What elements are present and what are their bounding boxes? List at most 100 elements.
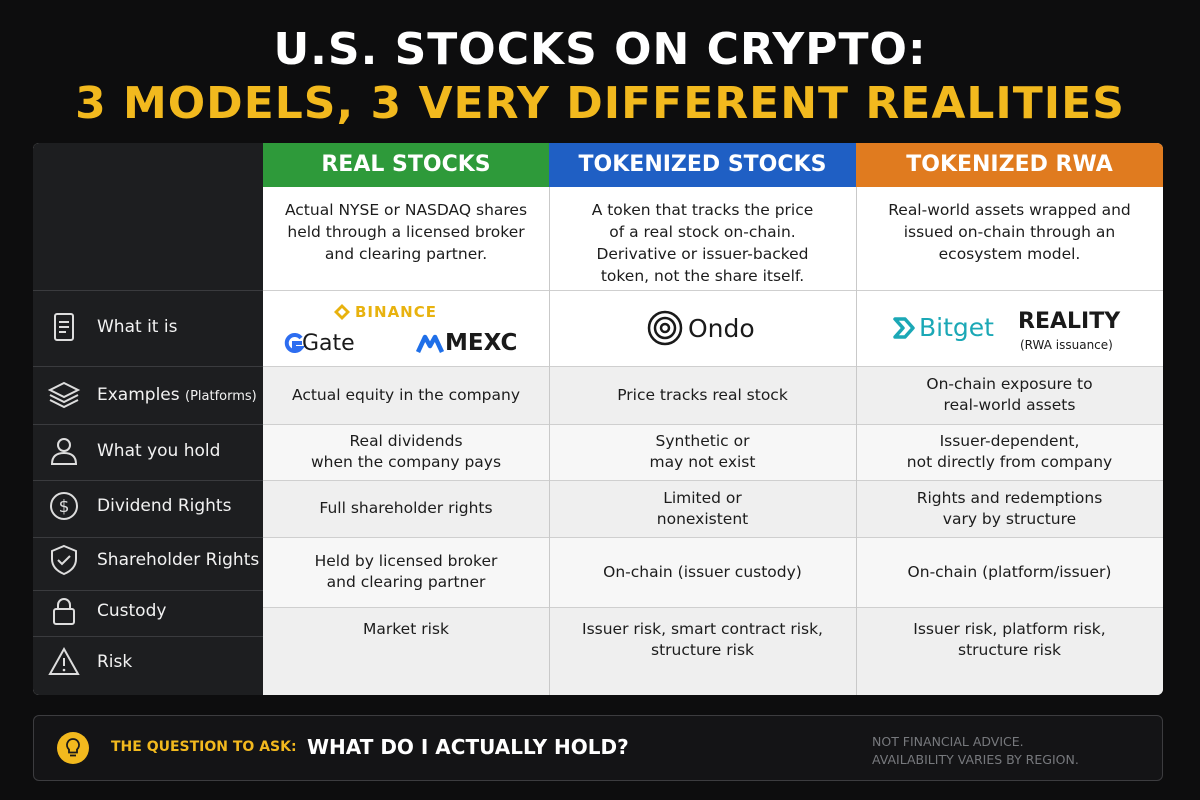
sidebar-divider xyxy=(33,366,263,367)
row-icon xyxy=(51,544,77,576)
cell-line: Price tracks real stock xyxy=(617,385,788,404)
logo-mark xyxy=(416,334,444,353)
description-line: held through a licensed broker xyxy=(287,223,525,241)
cell-line: On-chain exposure to xyxy=(926,375,1093,393)
disclaimer: NOT FINANCIAL ADVICE. AVAILABILITY VARIE… xyxy=(872,733,1079,769)
row-label-text: Risk xyxy=(97,652,133,672)
row-label-text: Shareholder Rights xyxy=(97,550,260,570)
row-icon xyxy=(47,381,81,409)
row-icon xyxy=(54,313,74,341)
logo-mark xyxy=(893,317,915,339)
description-line: token, not the share itself. xyxy=(600,267,805,285)
cell-line: Rights and redemptions xyxy=(916,488,1103,507)
table-cell: On-chain (platform/issuer) xyxy=(856,537,1163,607)
description-line: issued on-chain through an xyxy=(903,223,1116,241)
row-label-text: What you hold xyxy=(97,441,221,461)
sidebar-divider xyxy=(33,290,263,291)
svg-text:$: $ xyxy=(59,497,70,517)
platform-logo: Bitget xyxy=(919,313,994,342)
disclaimer-line: AVAILABILITY VARIES BY REGION. xyxy=(872,752,1079,767)
cell-line: Actual equity in the company xyxy=(291,385,521,404)
row-divider xyxy=(263,290,1163,291)
table-cell: Rights and redemptions vary by structure xyxy=(856,480,1163,537)
description-line: Real-world assets wrapped and xyxy=(888,201,1131,219)
row-label: What it is xyxy=(97,312,177,342)
column-header: TOKENIZED STOCKS xyxy=(549,143,856,187)
table-cell: On-chain exposure to real-world assets xyxy=(856,366,1163,424)
cell-line: may not exist xyxy=(649,453,756,471)
logo-cell xyxy=(263,290,549,366)
cell-line: not directly from company xyxy=(906,453,1113,471)
sidebar-divider xyxy=(33,636,263,637)
platform-logo: BINANCE xyxy=(355,303,437,321)
cell-line: vary by structure xyxy=(942,509,1077,528)
row-label: Examples (Platforms) xyxy=(97,380,257,410)
cell-line: Issuer risk, platform risk, xyxy=(913,620,1106,638)
row-label: Risk xyxy=(97,647,132,677)
column-header: REAL STOCKS xyxy=(263,143,549,187)
table-cell: Market risk xyxy=(263,607,549,695)
logo-mark xyxy=(647,310,683,346)
row-label-sidebar: What it is Examples (Platforms) What you h… xyxy=(33,143,263,695)
row-label-text: Custody xyxy=(97,601,167,621)
description-cell: A token that tracks the price of a real s… xyxy=(549,187,856,290)
title: U.S. STOCKS ON CRYPTO: xyxy=(273,24,927,75)
bulb-icon xyxy=(57,732,89,764)
cell-line: Held by licensed broker xyxy=(314,552,498,570)
sidebar-divider xyxy=(33,424,263,425)
row-icon: $ xyxy=(50,492,78,520)
logo-mark xyxy=(284,333,305,353)
platform-logo: Ondo xyxy=(688,314,755,343)
column-divider xyxy=(549,187,550,695)
footer: THE QUESTION TO ASK: WHAT DO I ACTUALLY … xyxy=(33,715,1163,781)
row-divider xyxy=(263,366,1163,367)
table-cell: Held by licensed broker and clearing part… xyxy=(263,537,549,607)
table-cell: Issuer risk, platform risk, structure ris… xyxy=(856,607,1163,695)
sidebar-divider xyxy=(33,480,263,481)
sidebar-divider xyxy=(33,590,263,591)
row-divider xyxy=(263,537,1163,538)
column-divider xyxy=(856,187,857,695)
row-label: Shareholder Rights xyxy=(97,545,259,575)
row-label-text: What it is xyxy=(97,317,178,337)
description-line: A token that tracks the price xyxy=(591,201,814,219)
description-cell: Actual NYSE or NASDAQ shares held through… xyxy=(263,187,549,290)
cell-line: and clearing partner xyxy=(326,573,486,591)
cell-line: when the company pays xyxy=(310,453,502,471)
row-label: What you hold xyxy=(97,436,220,466)
row-label-note: (Platforms) xyxy=(185,389,257,404)
table-cell: Synthetic or may not exist xyxy=(549,424,856,480)
cell-line: On-chain (platform/issuer) xyxy=(907,562,1112,581)
platform-logo: (RWA issuance) xyxy=(1020,338,1113,352)
platform-logo: Gate xyxy=(302,331,355,356)
table-cell: Limited or nonexistent xyxy=(549,480,856,537)
cell-line: Limited or xyxy=(663,488,742,507)
disclaimer-line: NOT FINANCIAL ADVICE. xyxy=(872,734,1024,749)
row-icon xyxy=(50,438,78,465)
cell-line: Market risk xyxy=(363,620,449,638)
table-cell: Full shareholder rights xyxy=(263,480,549,537)
cell-line: Full shareholder rights xyxy=(319,499,493,517)
description-line: and clearing partner. xyxy=(324,245,488,263)
prompt-label: THE QUESTION TO ASK: xyxy=(111,739,297,755)
cell-line: Issuer risk, smart contract risk, xyxy=(582,620,823,638)
description-cell: Real-world assets wrapped and issued on-c… xyxy=(856,187,1163,290)
cell-line: structure risk xyxy=(958,641,1061,659)
row-label: Custody xyxy=(97,596,166,626)
row-label-text: Examples xyxy=(97,385,180,405)
table-cell: Price tracks real stock xyxy=(549,366,856,424)
description-line: Actual NYSE or NASDAQ shares xyxy=(284,201,528,219)
cell-line: nonexistent xyxy=(656,509,749,528)
platform-logo: REALITY xyxy=(1018,309,1121,334)
table-cell: Actual equity in the company xyxy=(263,366,549,424)
logo-cell xyxy=(856,290,1163,366)
cell-line: Real dividends xyxy=(349,432,463,450)
platform-logo: MEXC xyxy=(445,330,518,356)
column-header: TOKENIZED RWA xyxy=(856,143,1163,187)
cell-line: Synthetic or xyxy=(655,432,750,450)
table-cell: On-chain (issuer custody) xyxy=(549,537,856,607)
cell-line: real-world assets xyxy=(943,396,1076,414)
table-cell: Issuer-dependent, not directly from compa… xyxy=(856,424,1163,480)
cell-line: structure risk xyxy=(651,641,754,659)
